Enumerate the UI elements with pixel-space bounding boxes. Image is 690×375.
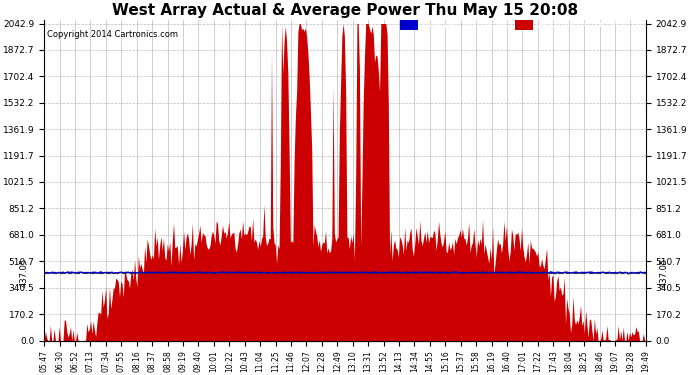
Text: 437.05: 437.05 <box>660 258 669 287</box>
Text: 437.05: 437.05 <box>20 258 29 287</box>
Title: West Array Actual & Average Power Thu May 15 20:08: West Array Actual & Average Power Thu Ma… <box>112 3 578 18</box>
Text: Copyright 2014 Cartronics.com: Copyright 2014 Cartronics.com <box>47 30 178 39</box>
Legend: Average  (DC Watts), West Array  (DC Watts): Average (DC Watts), West Array (DC Watts… <box>398 18 642 32</box>
